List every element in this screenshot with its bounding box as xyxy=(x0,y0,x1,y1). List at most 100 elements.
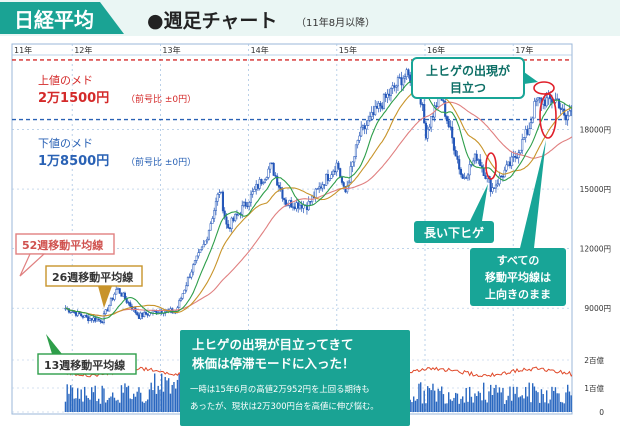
volume-bar xyxy=(551,386,553,412)
volume-bar xyxy=(87,398,89,412)
candle-body xyxy=(456,155,459,160)
candle-body xyxy=(179,298,182,301)
volume-bar xyxy=(463,402,466,412)
volume-bar xyxy=(532,383,534,412)
volume-bar xyxy=(430,390,432,412)
candle-body xyxy=(477,159,480,161)
candle-body xyxy=(590,92,592,102)
volume-bar xyxy=(474,393,476,412)
candle-body xyxy=(586,88,588,95)
lower-panel-tick-label: 1百億 xyxy=(584,383,604,393)
candle-body xyxy=(536,97,540,101)
candle-body xyxy=(297,202,300,209)
candle-body xyxy=(484,175,487,179)
candle-body xyxy=(216,194,219,202)
volume-bar xyxy=(71,387,74,412)
candle-body xyxy=(459,168,462,175)
ma26-line xyxy=(65,87,572,317)
ma26-label-box xyxy=(45,265,143,287)
candle-body xyxy=(227,223,230,229)
candle-body xyxy=(430,116,433,128)
candle-body xyxy=(576,99,578,106)
candle-body xyxy=(260,179,263,185)
candle-body xyxy=(428,126,431,130)
candle-body xyxy=(206,238,209,242)
candle-body xyxy=(461,174,464,179)
candle-body xyxy=(337,162,340,169)
volume-bar xyxy=(518,397,520,412)
candle-body xyxy=(391,85,394,89)
candle-body xyxy=(188,276,191,279)
volume-bar xyxy=(131,399,133,412)
candle-body xyxy=(545,97,548,107)
candle-body xyxy=(94,317,97,322)
candle-body xyxy=(116,288,120,290)
volume-bar xyxy=(477,391,480,412)
candle-body xyxy=(424,122,427,139)
candle-body xyxy=(106,309,109,312)
candle-body xyxy=(421,103,424,106)
candle-body xyxy=(321,184,324,189)
x-tick-label: 17年 xyxy=(515,45,533,55)
candle-body xyxy=(574,106,576,110)
volume-bar xyxy=(448,392,450,412)
candle-body xyxy=(263,179,266,183)
candle-body xyxy=(211,218,214,224)
volume-bar xyxy=(465,387,467,412)
candle-body xyxy=(123,292,127,300)
candle-body xyxy=(330,174,333,179)
volume-bar xyxy=(98,398,100,412)
volume-bar xyxy=(533,386,536,412)
candle-body xyxy=(218,192,221,195)
x-tick-label: 15年 xyxy=(339,45,357,55)
candle-body xyxy=(221,191,224,212)
candle-body xyxy=(526,129,529,135)
candle-body xyxy=(349,166,352,183)
candle-body xyxy=(160,310,163,314)
candle-body xyxy=(593,100,595,102)
candle-body xyxy=(470,164,473,166)
summary-body-line2: あったが、現状は2万300円台を高値に伸び悩む。 xyxy=(190,401,379,411)
candle-body xyxy=(458,159,461,170)
candle-body xyxy=(449,126,452,128)
volume-bar xyxy=(516,386,518,412)
volume-bar xyxy=(483,382,485,412)
volume-bar xyxy=(120,385,123,412)
candle-body xyxy=(314,188,317,198)
candle-body xyxy=(325,174,328,186)
candle-body xyxy=(584,88,586,93)
volume-bar xyxy=(168,378,170,412)
candle-body xyxy=(508,161,511,167)
candle-body xyxy=(405,69,408,77)
candle-body xyxy=(372,112,375,115)
candle-body xyxy=(363,125,366,130)
volume-bar xyxy=(579,383,580,412)
volume-bar xyxy=(106,400,109,412)
volume-bar xyxy=(110,396,112,412)
y-tick-label: 9000円 xyxy=(584,304,611,313)
volume-bar xyxy=(428,388,431,412)
long-lower-shadow-label: 長い下ヒゲ xyxy=(424,225,484,240)
candle-body xyxy=(328,178,331,181)
candle-body xyxy=(339,168,342,177)
y-axis: 9000円 12000円 15000円 18000円 2百億 1百億 0 xyxy=(580,125,611,417)
volume-bar xyxy=(481,400,483,412)
volume-bar xyxy=(152,390,154,412)
y-tick-label: 18000円 xyxy=(580,125,611,134)
candle-body xyxy=(579,86,581,87)
candle-body xyxy=(356,140,359,146)
volume-bar xyxy=(164,376,166,412)
candle-body xyxy=(482,167,485,176)
volume-bar xyxy=(150,382,152,412)
volume-bar xyxy=(162,391,165,412)
volume-bar xyxy=(512,386,515,412)
volume-bar xyxy=(101,385,103,412)
candle-body xyxy=(300,204,303,209)
candle-body xyxy=(597,100,599,101)
candle-body xyxy=(396,77,399,87)
volume-bar xyxy=(157,385,159,412)
period-note: （11年8月以降） xyxy=(296,16,375,29)
candle-body xyxy=(265,177,268,180)
volume-bar xyxy=(563,403,565,412)
candle-body xyxy=(80,313,83,317)
